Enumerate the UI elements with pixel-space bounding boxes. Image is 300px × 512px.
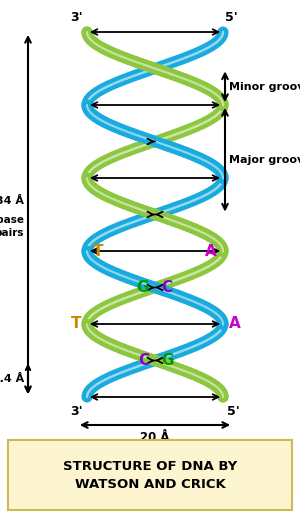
Text: 3.4 Å: 3.4 Å [0, 374, 24, 384]
Text: 5': 5' [225, 11, 238, 24]
Text: 5': 5' [227, 405, 240, 418]
Text: T: T [93, 244, 104, 259]
Text: C: C [161, 280, 172, 295]
Text: Minor groove: Minor groove [229, 82, 300, 92]
Text: 3': 3' [70, 11, 83, 24]
Text: Major groove: Major groove [229, 155, 300, 165]
Text: 3': 3' [70, 405, 83, 418]
Text: STRUCTURE OF DNA BY
WATSON AND CRICK: STRUCTURE OF DNA BY WATSON AND CRICK [63, 459, 237, 490]
Text: G: G [161, 353, 173, 368]
FancyBboxPatch shape [8, 440, 292, 510]
Text: A: A [229, 316, 241, 331]
Text: A: A [205, 244, 217, 259]
Text: 20 Å: 20 Å [140, 431, 170, 444]
Text: T: T [70, 316, 81, 331]
Text: G: G [136, 280, 149, 295]
Text: C: C [138, 353, 149, 368]
Text: 10 base
pairs: 10 base pairs [0, 216, 24, 238]
Text: 34 Å: 34 Å [0, 196, 24, 205]
